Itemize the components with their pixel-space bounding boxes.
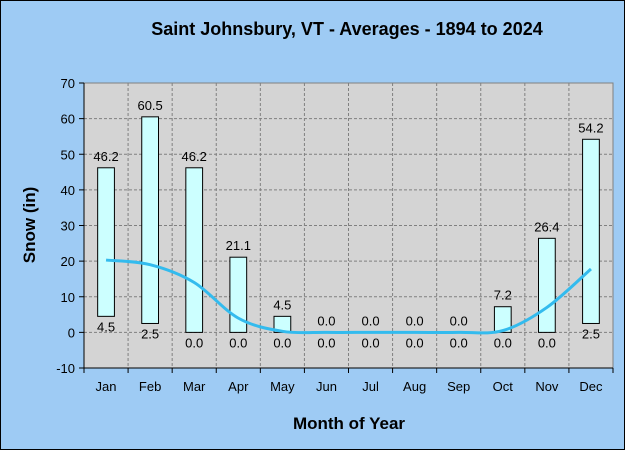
x-tick-label: Nov [535, 379, 559, 394]
data-labels: 46.2 4.5 60.5 2.5 46.2 0.0 21.1 0.0 4.5 0.0 0.0 0.0… [93, 98, 603, 351]
x-tick-label: Jun [316, 379, 337, 394]
high-value-label: 46.2 [93, 149, 118, 164]
snow-bars [97, 116, 600, 333]
x-tick-label: Apr [228, 379, 249, 394]
low-value-label: 4.5 [97, 319, 115, 334]
low-value-label: 2.5 [141, 326, 159, 341]
x-tick-label: May [270, 379, 295, 394]
x-axis-title: Month of Year [293, 414, 405, 433]
y-tick-labels: -10 0 10 20 30 40 50 60 70 [56, 76, 75, 376]
low-value-label: 0.0 [229, 335, 247, 350]
x-tick-label: Oct [493, 379, 514, 394]
x-tick-label: Dec [579, 379, 603, 394]
snow-bar [185, 167, 204, 333]
high-value-label: 4.5 [273, 297, 291, 312]
high-value-label: 54.2 [578, 120, 603, 135]
y-tick-label: 20 [61, 254, 75, 269]
x-tick-labels: Jan Feb Mar Apr May Jun Jul Aug Sep Oct Nov Dec [96, 379, 603, 394]
snow-bar [97, 167, 115, 317]
x-tick-label: Feb [139, 379, 161, 394]
high-value-label: 46.2 [182, 149, 207, 164]
y-tick-label: 40 [61, 183, 75, 198]
high-value-label: 0.0 [362, 313, 380, 328]
high-value-label: 26.4 [534, 219, 559, 234]
snow-bar [537, 237, 556, 333]
high-value-label: 0.0 [450, 313, 468, 328]
y-tick-label: 60 [61, 112, 75, 127]
high-value-label: 21.1 [226, 238, 251, 253]
snow-bar [141, 116, 160, 324]
high-value-label: 60.5 [137, 98, 162, 113]
y-tick-label: 70 [61, 76, 75, 91]
chart-title: Saint Johnsbury, VT - Averages - 1894 to… [151, 19, 542, 39]
x-tick-label: Jul [362, 379, 379, 394]
low-value-label: 0.0 [185, 335, 203, 350]
high-value-label: 0.0 [317, 313, 335, 328]
low-value-label: 0.0 [494, 335, 512, 350]
snow-bar [582, 138, 600, 324]
y-tick-label: 10 [61, 290, 75, 305]
y-tick-label: -10 [56, 361, 75, 376]
low-value-label: 0.0 [450, 335, 468, 350]
high-value-label: 7.2 [494, 288, 512, 303]
x-tick-label: Sep [447, 379, 470, 394]
y-tick-label: 0 [68, 325, 75, 340]
snow-bar [229, 256, 248, 333]
low-value-label: 0.0 [273, 335, 291, 350]
low-value-label: 0.0 [317, 335, 335, 350]
low-value-label: 0.0 [362, 335, 380, 350]
y-tick-label: 30 [61, 219, 75, 234]
low-value-label: 0.0 [538, 335, 556, 350]
snow-bar [493, 306, 512, 333]
y-axis-title: Snow (in) [20, 187, 39, 263]
high-value-label: 0.0 [406, 313, 424, 328]
low-value-label: 2.5 [582, 326, 600, 341]
x-tick-label: Aug [403, 379, 426, 394]
x-tick-label: Jan [96, 379, 117, 394]
low-value-label: 0.0 [406, 335, 424, 350]
x-tick-label: Mar [183, 379, 206, 394]
y-tick-label: 50 [61, 147, 75, 162]
grid-lines [79, 82, 614, 373]
average-line [105, 258, 592, 335]
